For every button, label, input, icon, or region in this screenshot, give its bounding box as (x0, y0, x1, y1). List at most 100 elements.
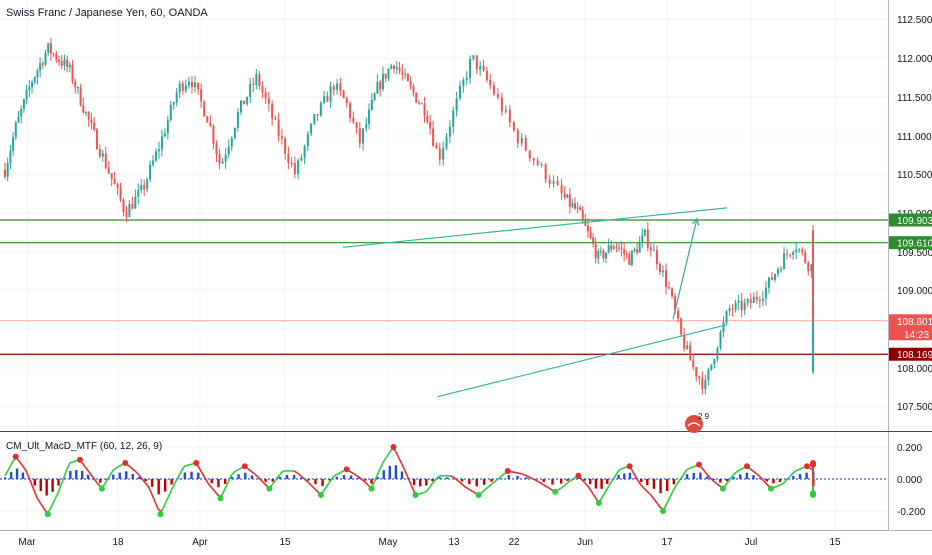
candle-body (77, 87, 79, 88)
macd-line-segment (35, 492, 38, 499)
y-tick-label: 110.500 (897, 170, 932, 181)
macd-hist-bar (244, 473, 246, 479)
macd-line-segment (539, 482, 543, 485)
macd-hist-bar (779, 479, 781, 482)
candle-body (577, 207, 579, 208)
candle-body (750, 299, 752, 303)
candle-body (88, 112, 90, 120)
candle-body (418, 103, 420, 104)
x-tick-label: Jul (745, 537, 758, 548)
x-tick-label: Apr (192, 537, 208, 548)
candle-body (255, 74, 257, 85)
candle-body (128, 204, 130, 217)
candle-body (102, 153, 104, 156)
macd-line-segment (777, 485, 780, 486)
candle-body (442, 148, 444, 159)
macd-line-segment (308, 482, 312, 486)
candle-body (158, 149, 160, 151)
candle-body (756, 297, 758, 300)
macd-line-segment (70, 462, 73, 463)
candle-body (795, 250, 797, 252)
macd-cross-dot (627, 463, 633, 469)
candle-body (93, 123, 95, 130)
macd-hist-bar (217, 479, 219, 487)
candle-body (605, 253, 607, 259)
candle-body (610, 245, 612, 249)
candle-body (710, 364, 712, 370)
candle-body (123, 200, 125, 212)
macd-line-segment (567, 481, 570, 483)
candle-body (662, 271, 664, 273)
candle-body (114, 179, 116, 184)
macd-hist-bar (673, 479, 675, 484)
candle-body (69, 65, 71, 67)
candle-body (668, 287, 670, 288)
macd-line-segment (185, 465, 188, 466)
macd-line-segment (473, 492, 477, 494)
macd-line-segment (380, 462, 383, 468)
macd-line-segment (517, 473, 521, 474)
macd-line-segment (737, 470, 740, 472)
macd-line-segment (175, 478, 178, 484)
candle-body (401, 71, 403, 74)
candle-body (415, 93, 417, 103)
candle-body (203, 101, 205, 116)
candle-body (274, 118, 276, 119)
macd-cross-dot (660, 508, 666, 514)
macd-hist-bar (446, 477, 448, 479)
candle-body (125, 212, 127, 217)
candle-body (483, 66, 485, 70)
macd-hist-bar (87, 475, 89, 479)
macd-hist-bar (699, 473, 701, 479)
candle-body (680, 318, 682, 334)
price-tag-label: 109.903 (897, 216, 932, 227)
macd-line-segment (657, 503, 660, 507)
macd-line-segment (790, 473, 793, 477)
macd-line-segment (181, 466, 184, 471)
candle-body (18, 116, 20, 122)
candle-body (356, 122, 358, 128)
candle-body (647, 230, 649, 248)
candle-body (228, 146, 230, 154)
logo-text: 2 9 (698, 412, 710, 421)
x-tick-label: 17 (661, 537, 673, 548)
macd-line-segment (399, 458, 402, 464)
candle-body (271, 104, 273, 119)
macd-hist-bar (739, 474, 741, 479)
macd-hist-bar (197, 473, 199, 479)
macd-hist-bar (799, 474, 801, 479)
candle-body (602, 251, 604, 259)
candle-body (99, 149, 101, 156)
candle-body (74, 81, 76, 87)
macd-line-segment (624, 467, 627, 468)
y-tick-label: 108.000 (897, 364, 932, 375)
candle-body (804, 252, 806, 262)
macd-line-segment (384, 457, 387, 461)
candle-body (396, 67, 398, 68)
candle-body (561, 185, 563, 194)
candle-body (557, 181, 559, 185)
macd-line-segment (222, 489, 225, 496)
macd-line-segment (544, 485, 548, 488)
macd-line-segment (618, 469, 621, 471)
macd-line-segment (650, 494, 653, 498)
candle-body (307, 134, 309, 146)
candle-body (191, 82, 193, 87)
candle-body (155, 151, 157, 160)
macd-hist-bar (653, 479, 655, 489)
macd-hist-bar (719, 479, 721, 483)
candle-body (525, 138, 527, 151)
candle-body (404, 74, 406, 75)
macd-line-segment (522, 474, 526, 476)
macd-line-segment (44, 508, 47, 512)
macd-line-segment (20, 462, 23, 466)
candle-body (4, 170, 6, 177)
candle-body (798, 249, 800, 250)
macd-line-segment (469, 489, 473, 491)
candle-body (759, 300, 761, 301)
candle-body (194, 83, 196, 88)
macd-hist-bar (224, 479, 226, 484)
macd-hist-bar (516, 476, 518, 479)
candle-body (212, 126, 214, 144)
